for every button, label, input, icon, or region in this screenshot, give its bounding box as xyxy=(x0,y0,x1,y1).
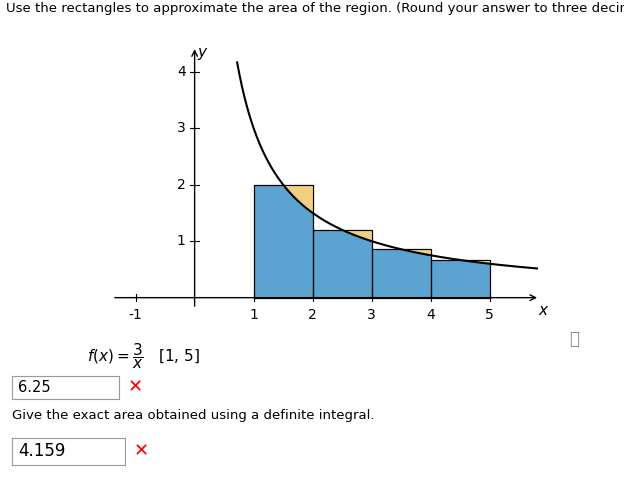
Polygon shape xyxy=(313,230,372,298)
Text: 5: 5 xyxy=(485,308,494,322)
Text: Give the exact area obtained using a definite integral.: Give the exact area obtained using a def… xyxy=(12,409,375,422)
Text: 2: 2 xyxy=(177,178,186,192)
Polygon shape xyxy=(253,185,313,298)
Text: $f(x) = \dfrac{3}{x}$   [1, 5]: $f(x) = \dfrac{3}{x}$ [1, 5] xyxy=(87,341,200,371)
Polygon shape xyxy=(372,249,431,298)
Text: 4.159: 4.159 xyxy=(18,442,66,460)
Text: 3: 3 xyxy=(177,121,186,135)
Polygon shape xyxy=(431,260,490,298)
Text: 6.25: 6.25 xyxy=(17,380,51,395)
Text: 1: 1 xyxy=(249,308,258,322)
Text: 2: 2 xyxy=(308,308,317,322)
Text: ✕: ✕ xyxy=(128,378,143,397)
Text: 4: 4 xyxy=(426,308,435,322)
Text: 1: 1 xyxy=(177,234,186,248)
Text: -1: -1 xyxy=(129,308,142,322)
Text: ✕: ✕ xyxy=(134,442,149,460)
Text: 4: 4 xyxy=(177,65,186,79)
Text: y: y xyxy=(198,45,207,60)
Text: 3: 3 xyxy=(368,308,376,322)
Text: Use the rectangles to approximate the area of the region. (Round your answer to : Use the rectangles to approximate the ar… xyxy=(6,2,624,15)
Text: ⓘ: ⓘ xyxy=(569,330,579,348)
Text: x: x xyxy=(539,303,547,318)
